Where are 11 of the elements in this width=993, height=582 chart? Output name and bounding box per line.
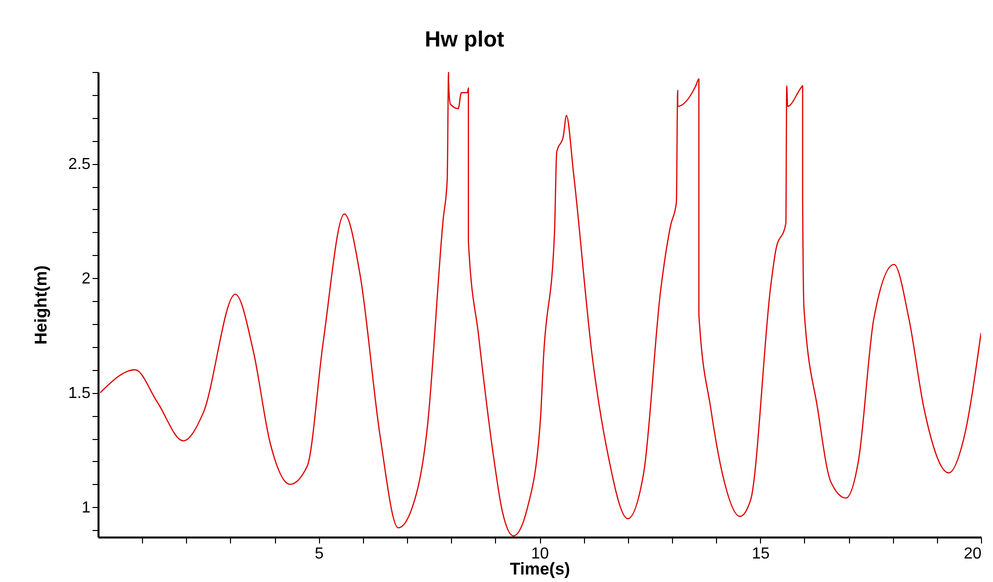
x-tick-label: 5	[314, 546, 324, 562]
x-tick-label: 20	[964, 546, 982, 562]
y-tick-label: 1	[82, 500, 91, 517]
x-tick-label: 15	[752, 546, 770, 562]
x-tick-label: 10	[531, 546, 549, 562]
x-axis-title: Time(s)	[510, 560, 570, 578]
chart-title: Hw plot	[424, 26, 505, 52]
y-tick-label: 1.5	[68, 385, 91, 402]
y-tick-label: 2	[82, 270, 91, 288]
y-tick-label: 2.5	[68, 156, 91, 174]
y-axis-title: Height(m)	[31, 265, 50, 345]
